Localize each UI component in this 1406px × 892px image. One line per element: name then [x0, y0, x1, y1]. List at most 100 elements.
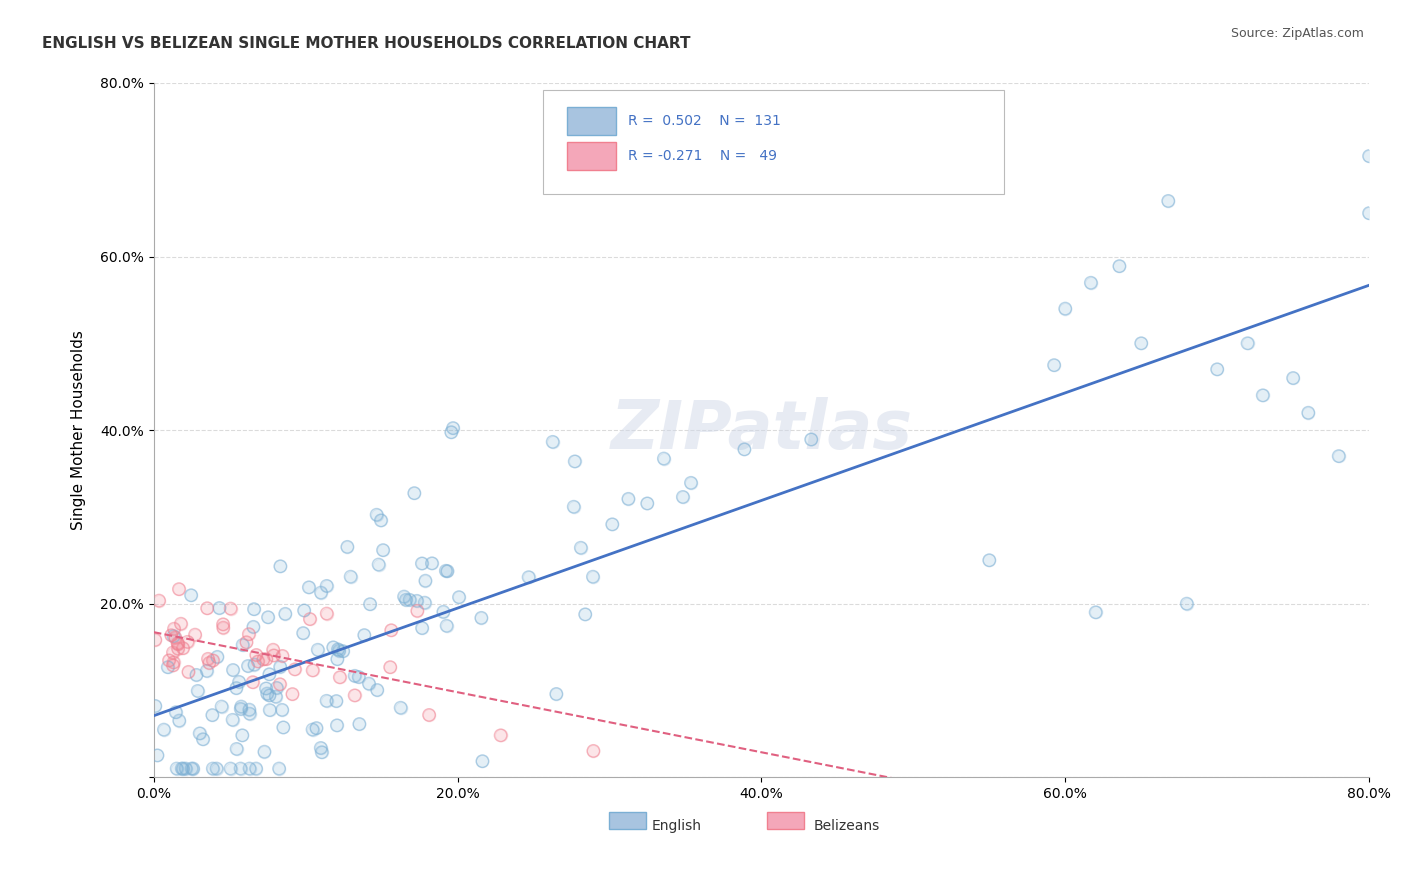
Point	[170, 762, 193, 776]
Point	[395, 592, 418, 607]
Point	[165, 631, 187, 645]
Point	[336, 540, 359, 554]
Point	[236, 659, 259, 673]
Point	[274, 607, 297, 621]
Point	[380, 624, 402, 638]
Point	[212, 617, 235, 632]
Point	[569, 541, 592, 555]
Point	[188, 726, 211, 740]
Point	[315, 607, 337, 621]
Point	[212, 617, 235, 632]
Point	[406, 604, 429, 618]
Bar	[567, 107, 616, 135]
Point	[301, 723, 323, 737]
Point	[1298, 406, 1320, 420]
Point	[582, 744, 605, 758]
Point	[235, 635, 257, 649]
Point	[418, 707, 440, 722]
Point	[262, 642, 284, 657]
Point	[672, 490, 695, 504]
Point	[207, 649, 229, 664]
Point	[349, 717, 371, 731]
Point	[1358, 206, 1381, 220]
Point	[162, 646, 184, 660]
Point	[198, 656, 221, 670]
Point	[574, 607, 596, 622]
Point	[208, 601, 231, 615]
Point	[207, 649, 229, 664]
Point	[254, 681, 277, 696]
Point	[343, 689, 366, 703]
Point	[197, 652, 219, 666]
Point	[238, 627, 260, 641]
Text: R =  0.502    N =  131: R = 0.502 N = 131	[627, 114, 780, 128]
Text: ENGLISH VS BELIZEAN SINGLE MOTHER HOUSEHOLDS CORRELATION CHART: ENGLISH VS BELIZEAN SINGLE MOTHER HOUSEH…	[42, 36, 690, 51]
Point	[256, 686, 278, 700]
Point	[366, 683, 388, 698]
Point	[298, 580, 321, 594]
Point	[191, 732, 214, 747]
Point	[146, 748, 169, 763]
Point	[1251, 388, 1274, 402]
Point	[271, 703, 294, 717]
Bar	[567, 142, 616, 169]
Point	[398, 592, 420, 607]
Point	[162, 656, 184, 670]
Point	[326, 642, 349, 657]
Point	[174, 762, 197, 776]
Point	[1251, 388, 1274, 402]
Point	[1236, 336, 1258, 351]
Point	[420, 557, 443, 571]
Point	[292, 603, 315, 617]
Point	[564, 454, 586, 468]
Point	[366, 508, 388, 522]
Point	[163, 622, 186, 636]
Point	[239, 706, 262, 721]
Point	[160, 628, 183, 642]
Point	[188, 726, 211, 740]
Point	[326, 718, 349, 732]
Point	[436, 619, 458, 633]
Point	[172, 641, 194, 656]
Point	[222, 663, 245, 677]
Point	[471, 754, 494, 768]
Point	[263, 648, 285, 663]
Point	[172, 762, 194, 776]
Point	[269, 559, 291, 574]
Point	[186, 668, 208, 682]
Point	[404, 486, 426, 500]
Point	[254, 652, 277, 666]
Point	[184, 627, 207, 641]
Point	[187, 684, 209, 698]
Point	[541, 434, 564, 449]
Point	[315, 607, 337, 621]
Point	[432, 605, 454, 619]
Point	[389, 700, 412, 714]
Point	[436, 619, 458, 633]
Point	[262, 642, 284, 657]
Point	[180, 762, 202, 776]
Point	[418, 707, 440, 722]
Point	[219, 762, 242, 776]
Point	[315, 579, 337, 593]
Point	[245, 648, 267, 662]
Text: Source: ZipAtlas.com: Source: ZipAtlas.com	[1230, 27, 1364, 40]
Point	[415, 574, 437, 588]
Point	[153, 723, 176, 737]
Point	[162, 658, 184, 673]
Text: ZIPatlas: ZIPatlas	[610, 397, 912, 463]
Point	[246, 655, 269, 669]
Point	[440, 425, 463, 440]
Point	[232, 638, 254, 652]
Point	[243, 602, 266, 616]
Point	[411, 621, 433, 635]
Point	[229, 702, 252, 716]
Point	[228, 674, 250, 689]
Point	[219, 601, 242, 615]
Point	[167, 641, 190, 656]
Point	[238, 703, 260, 717]
Point	[181, 762, 204, 776]
Point	[239, 706, 262, 721]
Point	[253, 745, 276, 759]
Point	[564, 454, 586, 468]
